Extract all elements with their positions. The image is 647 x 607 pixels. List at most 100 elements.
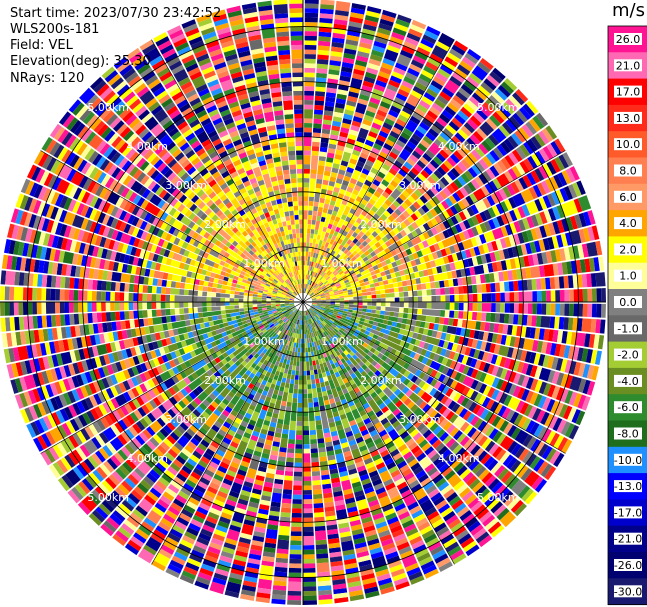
ray-bin-group [89,117,215,227]
ray-bin-group [285,123,303,289]
ray-bin-group [268,515,280,522]
ray-bin-group [245,483,263,518]
ray-bin-group [234,179,270,239]
ray-bin-group [420,477,432,487]
ray-bin-group [315,78,518,290]
ray-bin-group [262,102,275,123]
ray-bin-group [218,31,232,40]
ray-bin-group [88,443,153,506]
ray-bin-group [176,425,186,435]
ray [308,48,482,295]
ray-bin-group [215,302,226,307]
ray-bin-group [320,245,456,297]
ray-bin-group [379,167,389,175]
ray-bin-group [314,8,334,115]
ray-bin-group [567,273,597,289]
ray-bin-group [373,76,416,151]
ray-bin-group [366,295,372,299]
ray-bin-group [232,457,242,465]
ray-bin-group [528,182,547,200]
ray-bin-group [105,281,112,291]
ray-bin-group [413,353,421,361]
ray-bin-group [119,350,157,370]
ray-bin-group [444,470,456,481]
ray-bin-group [479,222,488,233]
ray-bin-group [321,110,334,135]
ray-bin-group [489,401,520,424]
ray [10,208,295,300]
ray-bin-group [160,309,166,317]
ring-label: 4.00km [438,452,480,465]
ray-bin-group [199,331,276,411]
ray-bin-group [106,204,173,242]
ray-bin-group [479,57,494,71]
ray-bin-group [464,399,537,450]
ray-bin-group [362,266,541,296]
ray-bin-group [396,481,408,491]
ray-bin-group [276,198,282,205]
ray-bin-group [519,402,529,415]
ray-bin-group [355,9,397,115]
ray-bin-group [316,302,551,315]
ray [311,195,592,300]
ray-bin-group [257,0,276,39]
ray-bin-group [446,325,584,362]
ray-bin-group [378,445,403,482]
ray-bin-group [289,563,302,569]
ray-bin-group [467,206,526,238]
ray-bin-group [439,278,459,288]
ray-bin-group [130,448,178,501]
ray-bin-group [458,363,522,398]
ray-bin-group [64,432,110,468]
ray-bin-group [168,127,209,177]
ray-bin-group [375,487,386,495]
ray-bin-group [122,91,136,104]
ray-bin-group [259,486,273,511]
ray-bin-group [104,129,116,142]
ray-bin-group [329,318,335,322]
ray-bin-group [39,170,79,198]
ray-bin-group [152,278,158,286]
ray-bin-group [314,315,413,431]
ray-bin-group [458,336,496,354]
ray-bin-group [307,76,446,295]
ray-bin-group [344,492,355,500]
ray-bin-group [4,302,33,316]
ray-bin-group [400,489,442,552]
ray-bin-group [430,545,444,556]
ray-bin-group [217,465,238,499]
ray [33,150,296,298]
ray-bin-group [299,228,303,234]
ray-bin-group [374,363,477,453]
ray-bin-group [569,166,580,181]
ray-bin-group [84,425,95,439]
ray-bin-group [115,506,129,519]
ray-bin-group [541,303,584,317]
ray-bin-group [307,314,383,516]
ray-bin-group [438,373,536,433]
ray-bin-group [453,462,510,521]
ray-bin-group [176,484,206,527]
ray-bin-group [304,155,326,293]
ring-label: 4.00km [126,452,168,465]
ray-bin-group [156,130,168,141]
ray-bin-group [459,421,481,441]
ray-bin-group [129,98,142,110]
ray-bin-group [47,174,58,189]
ray-bin-group [331,125,341,132]
ray-bin-group [314,516,325,523]
ray-bin-group [316,304,510,357]
field-label: Field: VEL [10,38,73,53]
ray-bin-group [556,195,592,219]
ray-bin-group [368,101,379,110]
ray-bin-group [491,91,505,104]
ray-bin-group [331,323,374,357]
ray-bin-group [310,306,524,426]
ray-bin-group [371,80,414,155]
ray-bin-group [311,466,323,504]
ray-bin-group [57,146,273,284]
ray-bin-group [296,150,303,156]
ray [211,9,301,294]
ray-bin-group [433,522,447,533]
